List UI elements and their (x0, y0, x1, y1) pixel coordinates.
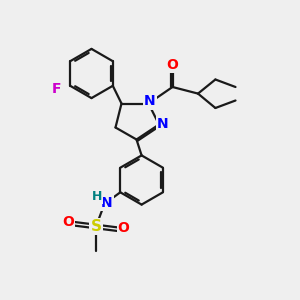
Text: N: N (144, 94, 156, 108)
Text: N: N (101, 196, 112, 210)
Text: O: O (167, 58, 178, 72)
Text: H: H (92, 190, 102, 203)
Text: S: S (91, 219, 101, 234)
Text: O: O (118, 221, 130, 235)
Text: F: F (52, 82, 62, 96)
Text: O: O (62, 215, 74, 229)
Text: N: N (157, 117, 168, 131)
